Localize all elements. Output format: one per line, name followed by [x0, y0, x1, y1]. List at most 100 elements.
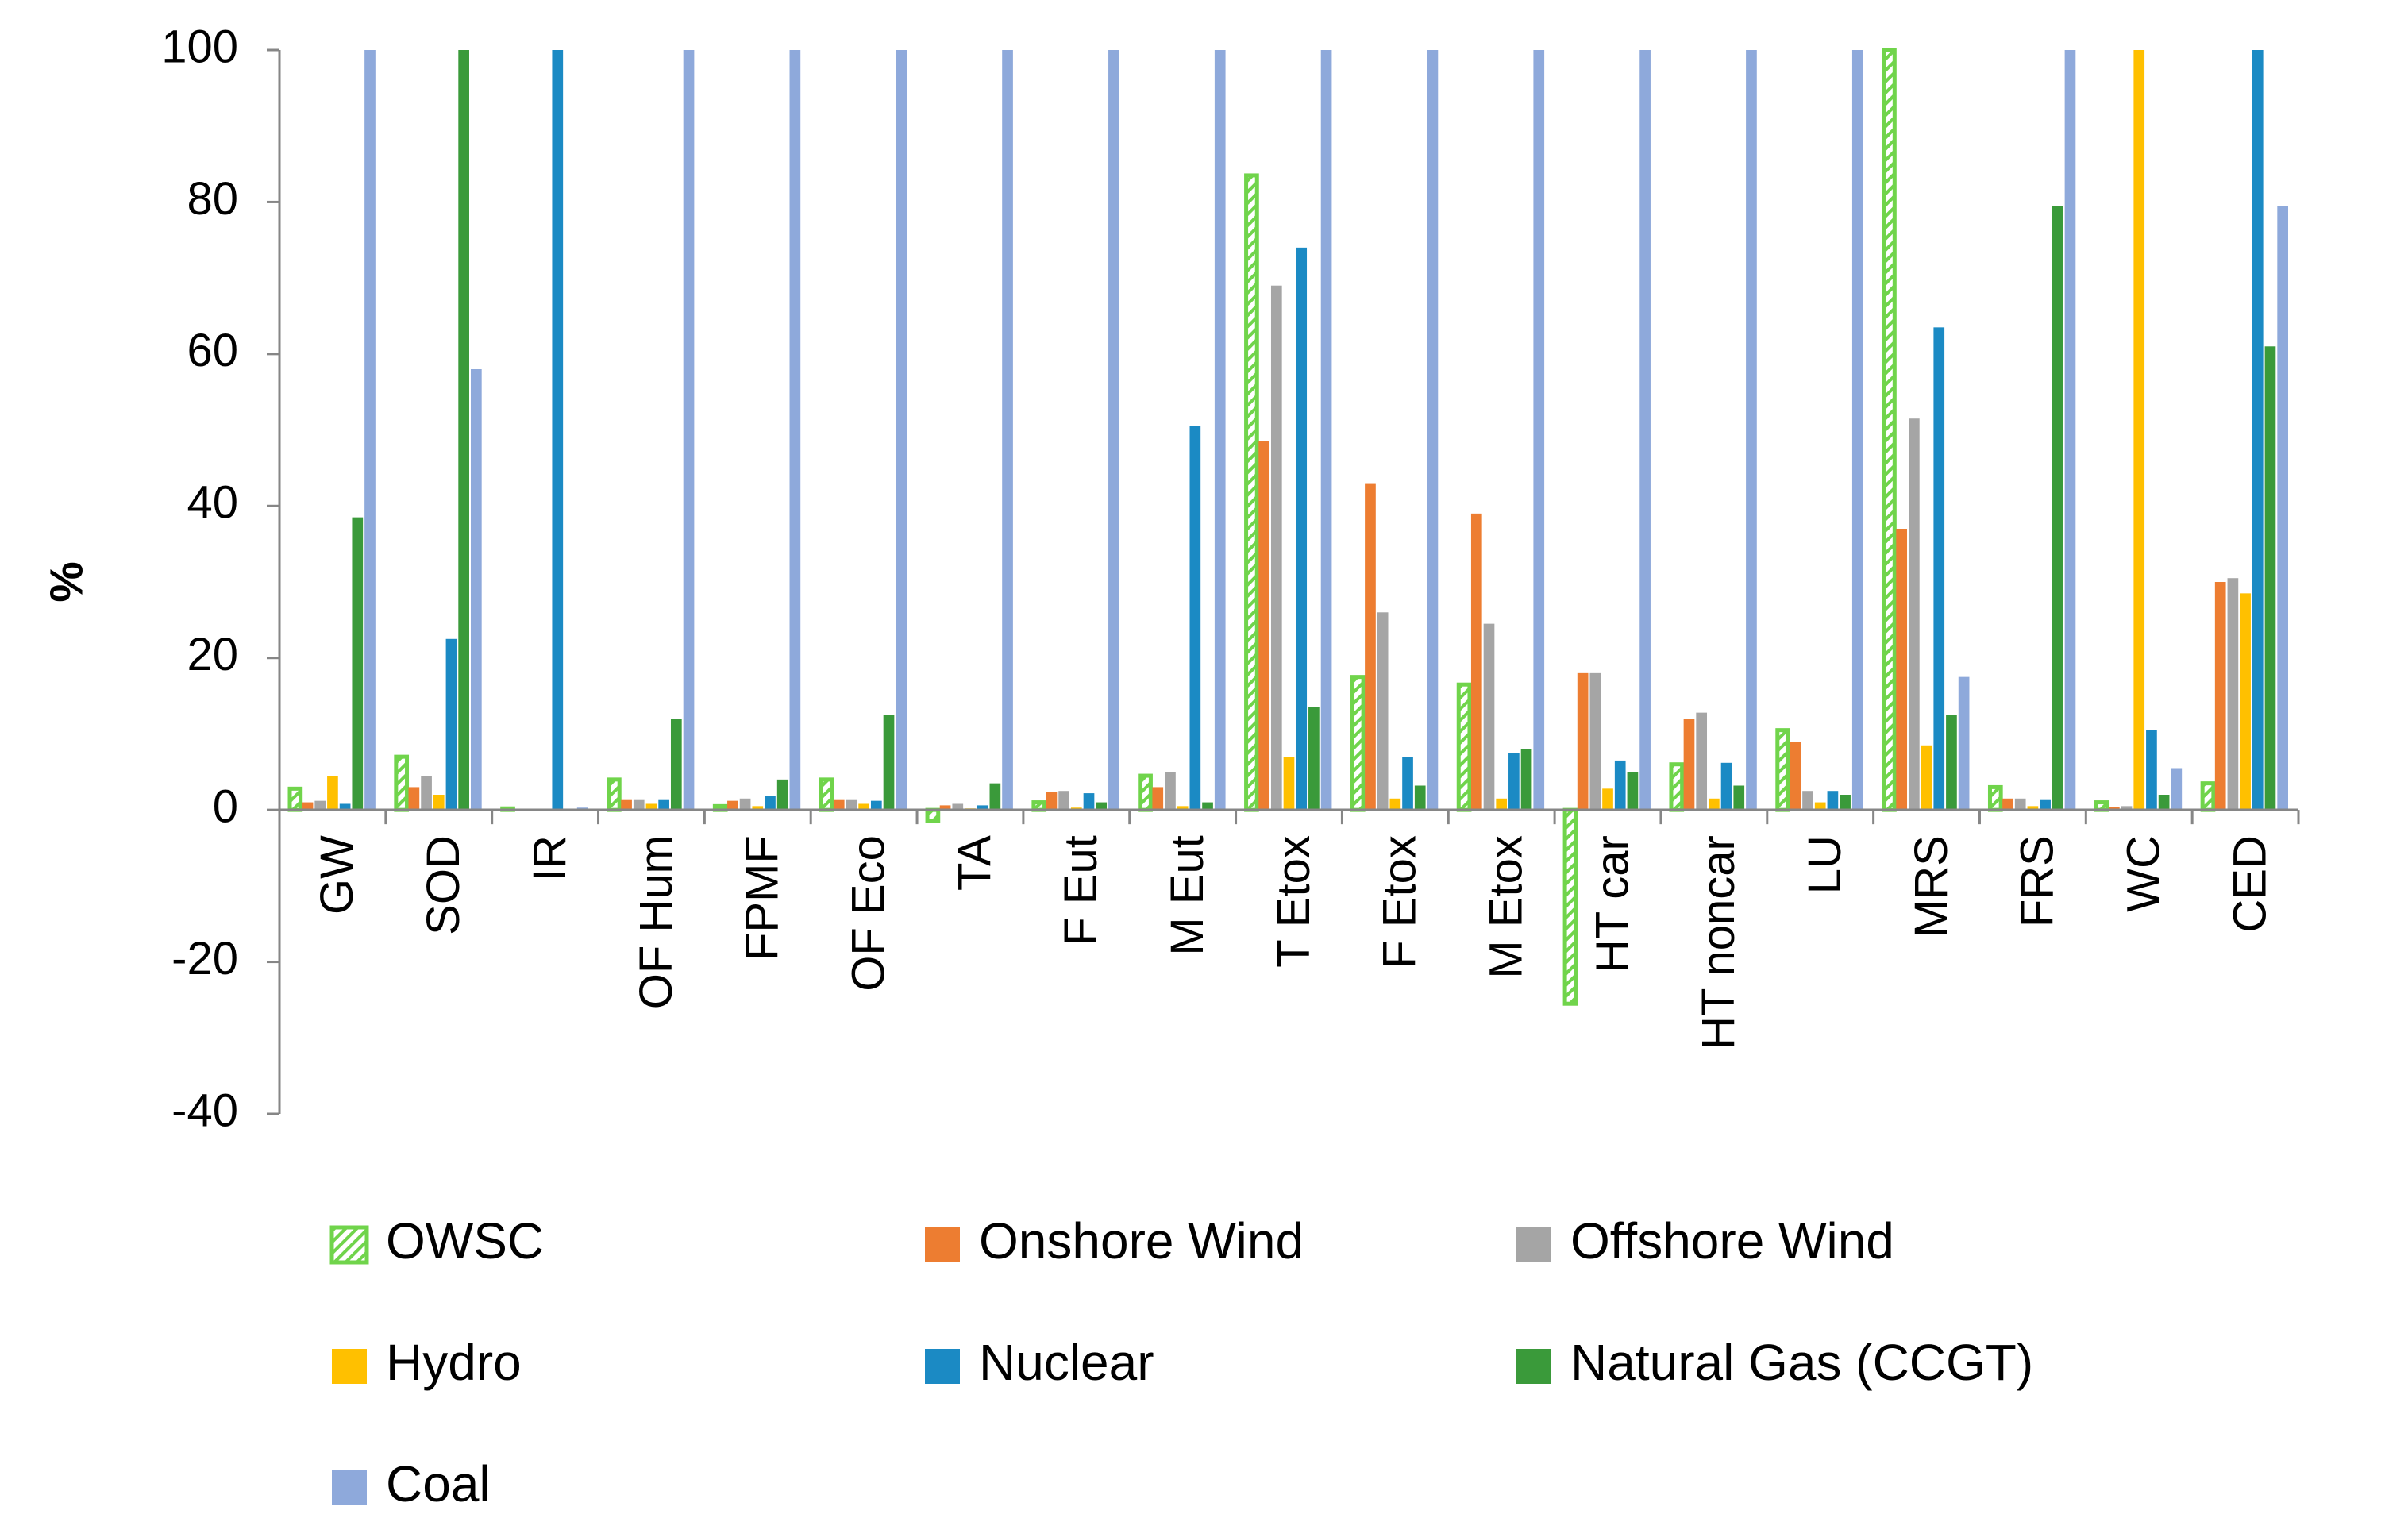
bar-natural-gas-ccgt-fpmf — [776, 779, 788, 811]
bar-coal-ht-car — [1639, 50, 1651, 811]
category-labels-layer: GW SOD IR OF Hum FPMF OF Eco TA F Eut M Eut T Eto… — [278, 810, 2300, 1050]
legend-swatch-nuclear — [925, 1349, 960, 1384]
bar-natural-gas-ccgt-gw — [352, 517, 364, 811]
bar-onshore-wind-mrs — [1896, 529, 1908, 811]
x-category-label-f-etox: F Etox — [1374, 835, 1426, 969]
bar-natural-gas-ccgt-wc — [2158, 795, 2170, 811]
bar-owsc-frs — [1987, 784, 2003, 812]
bar-coal-ced — [2277, 206, 2288, 811]
bar-natural-gas-ccgt-ht-noncar — [1733, 785, 1745, 811]
legend: OWSC Onshore Wind Offshore Wind Hydro Nuclea… — [329, 1212, 2033, 1512]
bar-owsc-m-etox — [1456, 682, 1472, 812]
legend-label-offshore-wind: Offshore Wind — [1570, 1212, 1894, 1269]
x-category-label-ht-car: HT car — [1586, 835, 1638, 973]
bar-natural-gas-ccgt-of-eco — [883, 715, 895, 811]
x-category-label-ir: IR — [524, 835, 576, 881]
x-category-label-gw: GW — [311, 835, 363, 915]
bar-nuclear-lu — [1827, 791, 1839, 811]
bar-nuclear-gw — [339, 803, 351, 811]
bar-natural-gas-ccgt-frs — [2052, 206, 2063, 811]
bar-offshore-wind-of-eco — [846, 799, 857, 811]
bar-offshore-wind-frs — [2014, 798, 2026, 811]
bar-nuclear-fpmf — [765, 796, 776, 811]
bar-natural-gas-ccgt-ht-car — [1627, 772, 1639, 811]
x-category-label-m-eut: M Eut — [1162, 835, 1213, 956]
bar-onshore-wind-sod — [408, 787, 420, 811]
bar-hydro-ht-car — [1602, 788, 1613, 811]
bar-offshore-wind-of-hum — [633, 799, 645, 811]
legend-swatch-natural-gas-ccgt — [1516, 1349, 1551, 1384]
bar-nuclear-mrs — [1933, 327, 1945, 811]
bar-coal-frs — [2064, 50, 2076, 811]
bar-onshore-wind-m-eut — [1152, 787, 1164, 811]
bar-hydro-frs — [2027, 806, 2039, 811]
bar-owsc-ced — [2200, 781, 2216, 812]
y-tick-label: 60 — [187, 325, 238, 376]
bar-onshore-wind-f-eut — [1046, 792, 1058, 811]
y-tick-label: 0 — [213, 780, 238, 832]
bar-natural-gas-ccgt-ced — [2264, 346, 2276, 811]
y-axis-label: % — [40, 561, 92, 603]
bar-owsc-lu — [1775, 728, 1790, 812]
y-tick-label: -40 — [171, 1085, 238, 1136]
bar-nuclear-m-etox — [1508, 753, 1520, 811]
bar-offshore-wind-ced — [2227, 578, 2239, 811]
x-category-label-frs: FRS — [2012, 835, 2063, 927]
bar-natural-gas-ccgt-m-eut — [1202, 802, 1213, 811]
y-ticks-layer: 100 80 60 40 20 0 -20 -40 — [161, 21, 279, 1136]
bar-owsc-ht-car — [1562, 807, 1578, 1006]
bar-coal-sod — [470, 369, 482, 811]
bar-nuclear-ced — [2252, 50, 2264, 811]
bar-owsc-gw — [287, 786, 303, 812]
bar-coal-fpmf — [789, 50, 801, 811]
legend-label-onshore-wind: Onshore Wind — [979, 1212, 1304, 1269]
bar-owsc-m-eut — [1138, 773, 1153, 812]
legend-swatch-owsc — [329, 1225, 369, 1265]
bar-offshore-wind-ta — [952, 803, 964, 811]
bar-nuclear-m-eut — [1189, 426, 1201, 811]
y-tick-label: 20 — [187, 629, 238, 680]
bar-coal-of-hum — [683, 50, 695, 811]
bar-hydro-f-etox — [1389, 798, 1401, 811]
axes-layer — [278, 50, 2298, 1114]
x-category-label-fpmf: FPMF — [737, 835, 788, 961]
bar-onshore-wind-of-hum — [621, 799, 632, 811]
legend-swatch-onshore-wind — [925, 1227, 960, 1262]
bar-coal-m-etox — [1533, 50, 1545, 811]
x-category-label-wc: WC — [2118, 835, 2170, 912]
bar-owsc-of-hum — [607, 777, 622, 812]
bar-coal-m-eut — [1214, 50, 1226, 811]
legend-label-natural-gas-ccgt: Natural Gas (CCGT) — [1570, 1334, 2033, 1391]
bar-owsc-mrs — [1882, 48, 1897, 812]
bar-coal-of-eco — [896, 50, 907, 811]
bar-natural-gas-ccgt-f-eut — [1096, 802, 1108, 811]
bar-onshore-wind-ht-car — [1577, 672, 1589, 811]
bar-hydro-ht-noncar — [1709, 798, 1720, 811]
bar-onshore-wind-lu — [1790, 742, 1801, 811]
bar-onshore-wind-m-etox — [1470, 513, 1482, 811]
bar-nuclear-wc — [2146, 730, 2157, 811]
bar-nuclear-ht-noncar — [1720, 762, 1732, 811]
x-category-label-ht-noncar: HT noncar — [1693, 835, 1744, 1050]
legend-label-coal: Coal — [386, 1455, 491, 1512]
bar-hydro-m-eut — [1177, 806, 1189, 811]
x-category-label-sod: SOD — [418, 835, 469, 935]
bar-natural-gas-ccgt-lu — [1840, 795, 1851, 811]
bar-nuclear-of-hum — [658, 799, 669, 811]
bar-natural-gas-ccgt-ta — [989, 783, 1001, 811]
y-tick-label: 80 — [187, 173, 238, 225]
legend-label-hydro: Hydro — [386, 1334, 522, 1391]
bar-coal-mrs — [1958, 676, 1970, 811]
bar-onshore-wind-fpmf — [727, 800, 738, 811]
bar-natural-gas-ccgt-mrs — [1946, 715, 1957, 811]
bar-nuclear-f-etox — [1402, 757, 1413, 811]
bar-hydro-ced — [2240, 593, 2251, 811]
x-category-label-t-etox: T Etox — [1268, 835, 1320, 968]
bar-offshore-wind-m-etox — [1483, 623, 1495, 811]
x-category-label-lu: LU — [1799, 835, 1851, 894]
bar-owsc-ta — [925, 807, 941, 824]
bar-natural-gas-ccgt-t-etox — [1308, 707, 1320, 811]
bar-nuclear-ta — [977, 805, 988, 811]
legend-swatch-offshore-wind — [1516, 1227, 1551, 1262]
bar-hydro-t-etox — [1283, 757, 1295, 811]
